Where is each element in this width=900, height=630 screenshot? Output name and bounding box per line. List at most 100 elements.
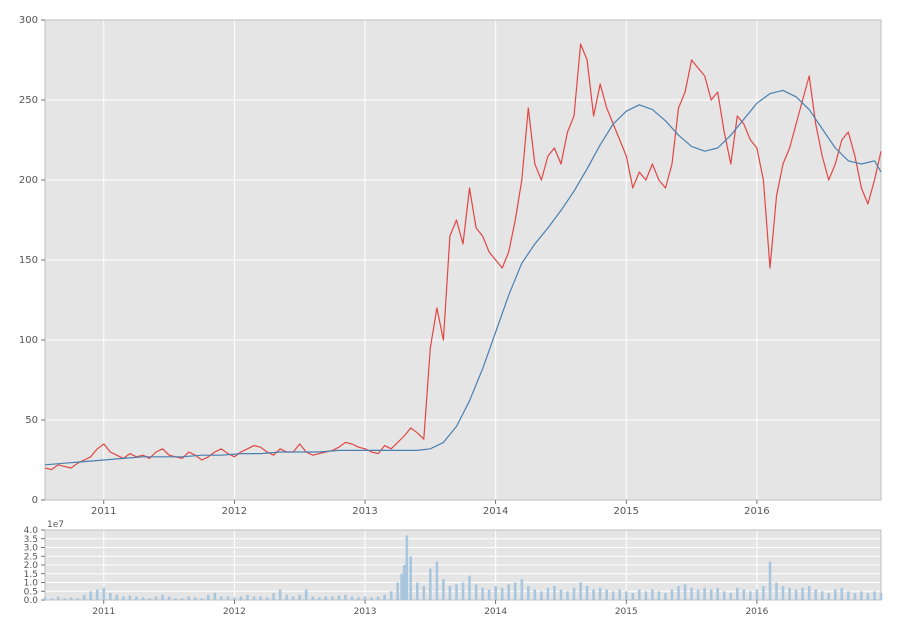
xtick-label: 2016: [745, 607, 768, 617]
xtick-label: 2015: [614, 506, 639, 517]
volume-bar: [253, 597, 256, 601]
volume-bar: [716, 588, 719, 600]
volume-bar: [227, 597, 230, 601]
volume-bar: [103, 588, 106, 600]
volume-bar: [664, 593, 667, 600]
volume-bar: [677, 586, 680, 600]
volume-bar: [298, 595, 301, 600]
volume-bar: [155, 597, 158, 601]
volume-bar: [527, 586, 530, 600]
volume-bar: [109, 593, 112, 600]
volume-bar: [821, 591, 824, 600]
volume-bar: [207, 595, 210, 600]
price-axes: 0501001502002503002011201220132014201520…: [19, 15, 881, 517]
volume-bar: [782, 586, 785, 600]
volume-bar: [534, 590, 537, 601]
xtick-label: 2016: [744, 506, 769, 517]
volume-bar: [814, 590, 817, 601]
volume-bar: [200, 598, 203, 600]
ytick-label: 0.5: [24, 587, 38, 597]
volume-bar: [521, 579, 524, 600]
volume-bar: [240, 597, 243, 601]
volume-bar: [618, 590, 621, 601]
volume-bar: [142, 597, 145, 600]
volume-bar: [233, 597, 236, 600]
volume-bar: [429, 569, 432, 601]
volume-bar: [703, 588, 706, 600]
ytick-label: 2.5: [24, 552, 38, 562]
volume-bar: [449, 586, 452, 600]
ytick-label: 250: [19, 95, 38, 106]
volume-bar: [827, 593, 830, 600]
volume-bar: [194, 597, 197, 600]
volume-bar: [847, 591, 850, 600]
volume-bar: [658, 591, 661, 600]
volume-bar: [743, 590, 746, 601]
volume-bar: [455, 584, 458, 600]
xtick-label: 2014: [483, 506, 508, 517]
volume-bar: [638, 590, 641, 601]
ytick-label: 1.0: [24, 579, 39, 589]
volume-bar: [795, 590, 798, 601]
chart-svg: 0501001502002503002011201220132014201520…: [0, 0, 900, 626]
volume-bar: [645, 591, 648, 600]
volume-bar: [364, 597, 367, 601]
volume-bar: [560, 590, 563, 601]
volume-bar: [632, 593, 635, 600]
volume-axes: 0.00.51.01.52.02.53.03.54.02011201220132…: [24, 520, 883, 617]
volume-bar: [318, 597, 321, 600]
volume-bar: [174, 598, 177, 600]
volume-bar: [416, 583, 419, 601]
volume-bar: [351, 597, 354, 601]
volume-bar: [148, 598, 151, 600]
ytick-label: 200: [19, 175, 38, 186]
volume-bar: [671, 590, 674, 601]
volume-bar: [325, 597, 328, 601]
ytick-label: 50: [25, 415, 38, 426]
volume-bar: [880, 593, 883, 600]
volume-bar: [592, 590, 595, 601]
ytick-label: 300: [19, 15, 38, 26]
volume-bar: [403, 565, 406, 600]
volume-bar: [76, 598, 79, 600]
volume-bar: [625, 591, 628, 600]
volume-bar: [860, 591, 863, 600]
ytick-label: 0: [32, 495, 38, 506]
volume-bar: [57, 597, 60, 601]
volume-bar: [122, 597, 125, 601]
volume-bar: [436, 562, 439, 601]
volume-bar: [50, 598, 53, 600]
xtick-label: 2011: [91, 506, 116, 517]
volume-bar: [400, 574, 403, 600]
volume-bar: [612, 591, 615, 600]
ytick-label: 100: [19, 335, 38, 346]
volume-bar: [586, 586, 589, 600]
volume-bar: [801, 588, 804, 600]
ytick-label: 0.0: [24, 596, 39, 606]
volume-bar: [409, 556, 412, 600]
volume-bar: [775, 583, 778, 601]
volume-bar: [96, 590, 99, 601]
volume-bar: [357, 597, 360, 600]
volume-bar: [540, 591, 543, 600]
volume-bar: [756, 590, 759, 601]
xtick-label: 2011: [92, 607, 115, 617]
volume-bar: [873, 591, 876, 600]
volume-bar: [83, 595, 86, 600]
volume-bar: [370, 597, 373, 600]
volume-bar: [514, 583, 517, 601]
ytick-label: 4.0: [24, 526, 39, 536]
volume-bar: [488, 590, 491, 601]
volume-bar: [710, 590, 713, 601]
volume-bar: [507, 584, 510, 600]
volume-bar: [867, 593, 870, 600]
volume-bar: [762, 586, 765, 600]
volume-bar: [788, 588, 791, 600]
volume-bar: [494, 586, 497, 600]
volume-bar: [697, 590, 700, 601]
xtick-label: 2012: [223, 607, 246, 617]
volume-bar: [841, 588, 844, 600]
ytick-label: 3.0: [24, 544, 39, 554]
volume-bar: [684, 584, 687, 600]
volume-bar: [566, 591, 569, 600]
